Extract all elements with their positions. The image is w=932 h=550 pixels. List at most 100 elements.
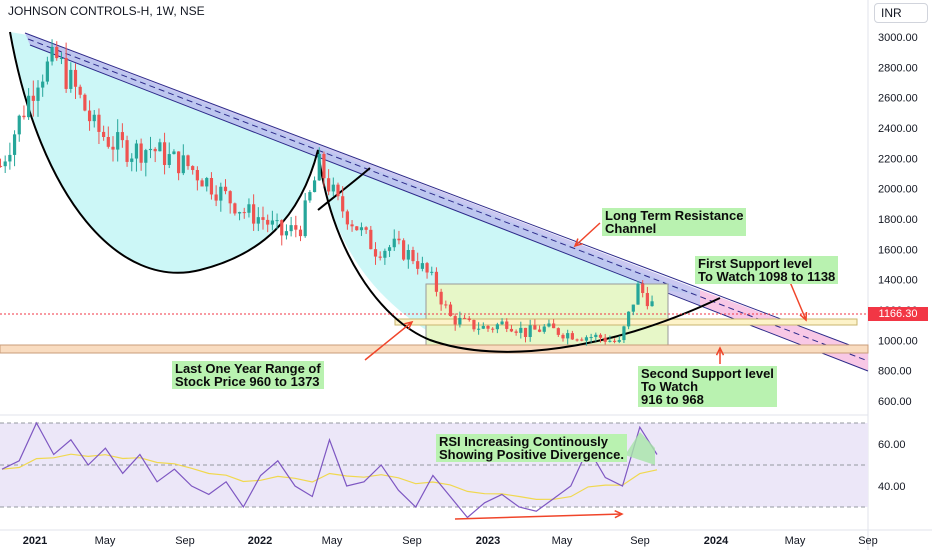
candle-body[interactable] bbox=[312, 180, 317, 193]
currency-selector[interactable]: INR bbox=[874, 3, 928, 23]
candle-body[interactable] bbox=[172, 151, 176, 155]
candle-body[interactable] bbox=[556, 328, 560, 335]
candle-body[interactable] bbox=[298, 229, 303, 237]
candle-body[interactable] bbox=[603, 337, 607, 342]
candle-body[interactable] bbox=[209, 178, 214, 195]
candle-body[interactable] bbox=[261, 217, 265, 220]
candle-body[interactable] bbox=[294, 225, 298, 230]
candle-body[interactable] bbox=[566, 333, 570, 339]
candle-body[interactable] bbox=[617, 340, 621, 342]
candle-body[interactable] bbox=[622, 326, 626, 341]
candle-body[interactable] bbox=[317, 153, 321, 181]
candle-body[interactable] bbox=[8, 154, 12, 162]
candle-body[interactable] bbox=[275, 220, 279, 222]
candle-body[interactable] bbox=[537, 329, 542, 332]
candle-body[interactable] bbox=[284, 231, 289, 236]
candle-body[interactable] bbox=[505, 321, 509, 329]
candle-body[interactable] bbox=[500, 321, 504, 325]
candle-body[interactable] bbox=[636, 283, 640, 305]
resistance-channel-extension[interactable] bbox=[700, 290, 868, 371]
candle-body[interactable] bbox=[406, 250, 410, 260]
candle-body[interactable] bbox=[148, 148, 153, 151]
candle-body[interactable] bbox=[416, 261, 420, 269]
candle-body[interactable] bbox=[111, 146, 115, 150]
candle-body[interactable] bbox=[92, 114, 96, 122]
candle-body[interactable] bbox=[64, 58, 68, 89]
candle-body[interactable] bbox=[97, 114, 101, 132]
candle-body[interactable] bbox=[420, 263, 424, 269]
candle-body[interactable] bbox=[533, 325, 537, 330]
candle-body[interactable] bbox=[575, 339, 579, 341]
candle-body[interactable] bbox=[237, 212, 242, 214]
candle-body[interactable] bbox=[495, 324, 499, 330]
candle-body[interactable] bbox=[116, 132, 120, 150]
candle-body[interactable] bbox=[547, 323, 551, 327]
candle-body[interactable] bbox=[528, 325, 532, 337]
candle-body[interactable] bbox=[373, 249, 378, 257]
second-support-zone[interactable] bbox=[0, 344, 869, 354]
candle-body[interactable] bbox=[200, 180, 204, 187]
candle-body[interactable] bbox=[87, 110, 92, 122]
candle-body[interactable] bbox=[242, 212, 246, 214]
candle-body[interactable] bbox=[434, 271, 439, 292]
candle-body[interactable] bbox=[477, 328, 481, 330]
candle-body[interactable] bbox=[73, 69, 78, 87]
annotation-second-support[interactable]: Second Support level To Watch 916 to 968 bbox=[638, 366, 777, 407]
candle-body[interactable] bbox=[425, 263, 429, 273]
candle-body[interactable] bbox=[247, 204, 251, 213]
annotation-first-support[interactable]: First Support level To Watch 1098 to 113… bbox=[695, 256, 839, 284]
candle-body[interactable] bbox=[327, 178, 331, 192]
candle-body[interactable] bbox=[580, 339, 584, 341]
candle-body[interactable] bbox=[303, 200, 307, 237]
candle-body[interactable] bbox=[378, 256, 382, 258]
rsi-line[interactable] bbox=[1, 421, 658, 519]
candle-body[interactable] bbox=[228, 191, 232, 204]
candle-body[interactable] bbox=[331, 184, 335, 192]
candle-body[interactable] bbox=[631, 304, 635, 312]
candle-body[interactable] bbox=[205, 178, 209, 187]
candle-body[interactable] bbox=[41, 81, 45, 88]
candle-body[interactable] bbox=[186, 155, 190, 167]
candle-body[interactable] bbox=[350, 224, 354, 227]
candle-body[interactable] bbox=[153, 148, 157, 152]
candle-body[interactable] bbox=[22, 115, 26, 118]
candle-body[interactable] bbox=[3, 161, 7, 167]
candle-body[interactable] bbox=[369, 229, 373, 250]
candle-body[interactable] bbox=[397, 238, 401, 241]
candle-body[interactable] bbox=[158, 142, 162, 152]
candle-body[interactable] bbox=[130, 158, 134, 162]
candle-body[interactable] bbox=[36, 87, 40, 101]
candle-body[interactable] bbox=[0, 165, 3, 167]
candle-body[interactable] bbox=[59, 58, 64, 60]
annotation-range[interactable]: Last One Year Range of Stock Price 960 t… bbox=[172, 361, 324, 389]
candle-body[interactable] bbox=[214, 194, 218, 201]
candle-body[interactable] bbox=[31, 95, 35, 101]
candle-body[interactable] bbox=[430, 271, 434, 273]
candle-body[interactable] bbox=[439, 291, 443, 305]
candle-body[interactable] bbox=[359, 227, 364, 231]
candle-body[interactable] bbox=[17, 115, 21, 135]
candle-body[interactable] bbox=[542, 326, 546, 332]
candle-body[interactable] bbox=[608, 340, 612, 342]
candle-body[interactable] bbox=[598, 334, 603, 338]
candle-body[interactable] bbox=[266, 219, 270, 225]
candle-body[interactable] bbox=[650, 301, 654, 307]
candle-body[interactable] bbox=[467, 318, 471, 320]
candle-body[interactable] bbox=[69, 69, 73, 89]
candle-body[interactable] bbox=[139, 143, 143, 163]
candle-body[interactable] bbox=[177, 151, 181, 174]
candle-body[interactable] bbox=[570, 333, 574, 340]
candle-body[interactable] bbox=[345, 211, 349, 225]
candle-body[interactable] bbox=[491, 328, 495, 330]
candle-body[interactable] bbox=[552, 323, 556, 329]
candle-body[interactable] bbox=[134, 143, 139, 159]
candle-body[interactable] bbox=[341, 196, 345, 212]
candle-body[interactable] bbox=[612, 340, 617, 342]
candle-body[interactable] bbox=[322, 153, 326, 179]
candle-body[interactable] bbox=[252, 204, 256, 224]
candle-body[interactable] bbox=[162, 142, 167, 165]
candle-body[interactable] bbox=[561, 334, 565, 339]
candle-body[interactable] bbox=[167, 154, 171, 165]
